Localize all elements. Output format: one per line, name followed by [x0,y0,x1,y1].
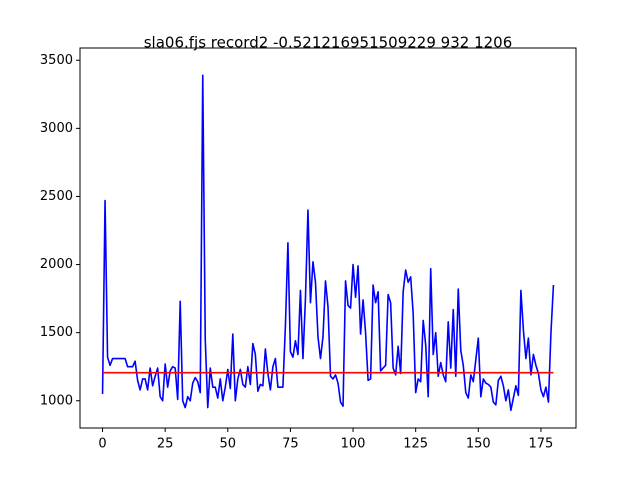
y-tick-label: 2500 [40,189,73,204]
x-tick-label: 75 [282,437,299,452]
x-tick-label: 50 [220,437,237,452]
x-tick-label: 25 [157,437,174,452]
y-tick-label: 2000 [40,257,73,272]
y-tick-label: 3000 [40,121,73,136]
y-tick-label: 3500 [40,53,73,68]
y-tick-label: 1000 [40,393,73,408]
data-line [101,74,555,412]
x-tick-label: 125 [403,437,428,452]
x-tick-label: 175 [529,437,554,452]
plot-frame [79,47,577,429]
x-tick-label: 100 [341,437,366,452]
x-tick-label: 0 [98,437,106,452]
chart-title: sla06.fjs record2 -0.521216951509229 932… [144,34,513,52]
x-tick-label: 150 [466,437,491,452]
y-tick-label: 1500 [40,325,73,340]
